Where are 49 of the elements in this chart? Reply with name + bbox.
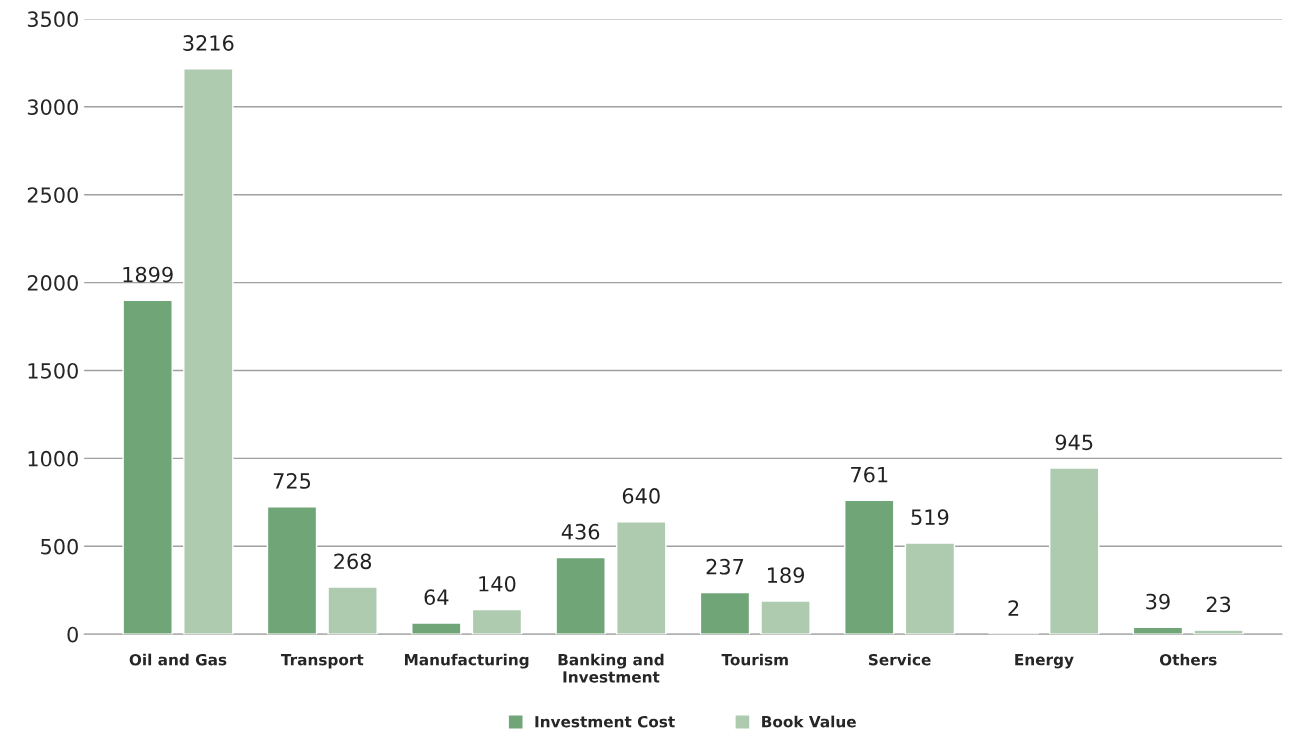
bar — [411, 622, 462, 635]
data-label: 640 — [622, 488, 660, 504]
x-tick-label: Manufacturing — [405, 653, 529, 669]
x-tick-label: Tourism — [721, 653, 788, 666]
data-label: 3216 — [183, 35, 234, 51]
y-tick-label: 2000 — [27, 275, 78, 291]
bar — [699, 591, 751, 635]
bar — [122, 299, 173, 635]
x-tick-label: Oil and Gas — [129, 653, 227, 666]
bar — [1132, 626, 1184, 635]
bar — [760, 600, 811, 635]
bar — [266, 506, 318, 635]
y-tick-label: 3500 — [27, 11, 78, 28]
data-label: 39 — [1146, 593, 1170, 610]
y-tick-label: 3000 — [27, 99, 78, 115]
data-label: 519 — [911, 509, 949, 526]
data-label: 64 — [424, 589, 449, 606]
data-label: 23 — [1206, 596, 1231, 613]
data-label: 945 — [1055, 434, 1093, 451]
data-label: 140 — [479, 575, 516, 592]
data-label: 2 — [1008, 600, 1019, 616]
data-label: 761 — [851, 466, 888, 483]
data-label: 237 — [706, 558, 744, 575]
bar — [616, 520, 667, 635]
y-tick-label: 1000 — [28, 450, 78, 467]
y-tick-label: 500 — [41, 538, 78, 555]
data-label: 725 — [273, 473, 311, 489]
x-tick-label: Service — [868, 653, 931, 666]
bar — [183, 68, 234, 635]
x-tick-label: Transport — [280, 654, 364, 669]
bar — [904, 542, 956, 635]
y-tick-label: 0 — [67, 626, 78, 643]
y-tick-label: 1500 — [28, 362, 78, 379]
x-tick-label: Banking and Investment — [558, 653, 664, 683]
legend-label: Investment Cost — [535, 715, 675, 728]
legend-label: Book Value — [762, 715, 856, 728]
data-label: 189 — [767, 567, 804, 584]
bar — [1048, 467, 1100, 635]
bar — [327, 586, 378, 635]
bar — [1193, 629, 1244, 635]
data-label: 436 — [561, 523, 600, 540]
bar — [844, 499, 895, 635]
y-tick-label: 2500 — [27, 187, 78, 203]
data-label: 1899 — [123, 266, 173, 283]
bar — [555, 556, 606, 635]
data-label: 268 — [334, 553, 372, 570]
bar — [471, 608, 523, 635]
x-tick-label: Others — [1159, 653, 1217, 666]
x-tick-label: Energy — [1015, 654, 1074, 669]
